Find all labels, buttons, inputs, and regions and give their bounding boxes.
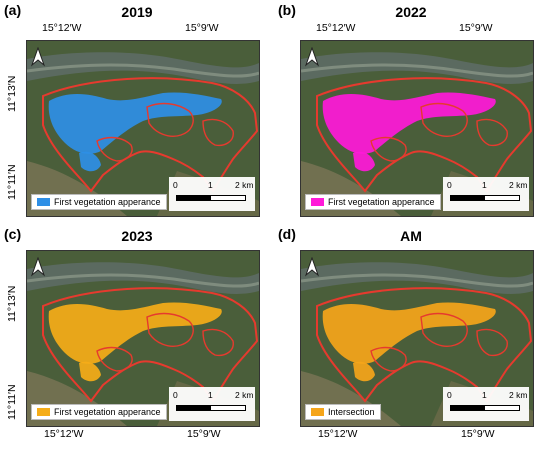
study-subarea-boundary: [96, 136, 133, 162]
longitude-label-right: 15°9′W: [185, 22, 219, 34]
study-subarea-boundary: [370, 136, 407, 162]
vegetation-area: [322, 92, 496, 154]
study-subarea-boundary: [420, 312, 468, 347]
legend-label: First vegetation apperance: [328, 197, 435, 207]
scale-tick-label: 2 km: [509, 390, 528, 400]
scale-bar-graphic: [176, 405, 246, 411]
legend-label: First vegetation apperance: [54, 407, 161, 417]
panel-label: (c): [4, 226, 22, 242]
scale-tick-label: 1: [482, 390, 487, 400]
river-channel: [27, 63, 259, 78]
river: [301, 52, 533, 84]
vegetation-area: [48, 92, 222, 154]
study-subarea-boundary: [146, 312, 194, 347]
scale-tick-label: 1: [482, 180, 487, 190]
longitude-label-right: 15°9′W: [187, 428, 221, 440]
scale-tick-label: 0: [173, 390, 178, 400]
scale-bar: 0 1 2 km: [169, 177, 255, 211]
map-legend: First vegetation apperance: [305, 194, 441, 210]
longitude-label-left: 15°12′W: [316, 22, 356, 34]
vegetation-area: [79, 151, 101, 172]
vegetation-area: [353, 151, 375, 172]
latitude-label-top: 11°13′N: [6, 285, 18, 322]
latitude-label-top: 11°13′N: [6, 75, 18, 112]
scale-bar-graphic: [176, 195, 246, 201]
latitude-label-bottom: 11°11′N: [6, 384, 18, 420]
scale-tick-label: 0: [447, 390, 452, 400]
river: [27, 52, 259, 84]
longitude-label-left: 15°12′W: [318, 428, 358, 440]
panel-title: 2019: [121, 4, 153, 20]
scale-tick-label: 0: [447, 180, 452, 190]
satellite-map: First vegetation apperance 0 1 2 km: [26, 40, 260, 217]
vegetation-area: [353, 361, 375, 382]
study-subarea-boundary: [146, 102, 194, 137]
legend-swatch: [311, 198, 324, 206]
panel-d: (d) AM Intersection 0 1 2 km 15°12′W 15°9′W: [276, 224, 546, 442]
scale-bar-graphic: [450, 195, 520, 201]
study-subarea-boundary: [476, 328, 508, 357]
scale-bar-graphic: [450, 405, 520, 411]
longitude-label-right: 15°9′W: [459, 22, 493, 34]
latitude-label-bottom: 11°11′N: [6, 164, 18, 200]
satellite-map: First vegetation apperance 0 1 2 km: [26, 250, 260, 427]
legend-label: First vegetation apperance: [54, 197, 161, 207]
river: [27, 262, 259, 294]
longitude-label-right: 15°9′W: [461, 428, 495, 440]
panel-title: AM: [400, 228, 422, 244]
river-channel: [27, 273, 259, 288]
scale-tick-label: 2 km: [509, 180, 528, 190]
vegetation-area: [322, 302, 496, 364]
study-subarea-boundary: [476, 118, 508, 147]
panel-label: (a): [4, 2, 22, 18]
panel-c: (c) 2023 11°13′N 11°11′N First vegetatio…: [2, 224, 272, 442]
scale-bar: 0 1 2 km: [443, 387, 529, 421]
study-subarea-boundary: [202, 328, 234, 357]
study-subarea-boundary: [420, 102, 468, 137]
legend-swatch: [37, 408, 50, 416]
study-subarea-boundary: [96, 346, 133, 372]
scale-tick-label: 2 km: [235, 180, 254, 190]
river-channel: [301, 273, 533, 288]
satellite-map: First vegetation apperance 0 1 2 km: [300, 40, 534, 217]
river: [301, 262, 533, 294]
panel-label: (b): [278, 2, 296, 18]
map-legend: First vegetation apperance: [31, 194, 167, 210]
legend-label: Intersection: [328, 407, 375, 417]
scale-bar: 0 1 2 km: [443, 177, 529, 211]
panel-title: 2023: [121, 228, 153, 244]
panel-a: (a) 2019 15°12′W 15°9′W 11°13′N 11°11′N …: [2, 0, 272, 218]
scale-tick-label: 0: [173, 180, 178, 190]
vegetation-area: [79, 361, 101, 382]
panel-b: (b) 2022 15°12′W 15°9′W First vegetation…: [276, 0, 546, 218]
longitude-label-left: 15°12′W: [42, 22, 82, 34]
scale-tick-label: 2 km: [235, 390, 254, 400]
river-channel: [301, 63, 533, 78]
study-subarea-boundary: [370, 346, 407, 372]
panel-title: 2022: [395, 4, 427, 20]
study-subarea-boundary: [202, 118, 234, 147]
longitude-label-left: 15°12′W: [44, 428, 84, 440]
satellite-map: Intersection 0 1 2 km: [300, 250, 534, 427]
legend-swatch: [37, 198, 50, 206]
panel-label: (d): [278, 226, 296, 242]
map-legend: Intersection: [305, 404, 381, 420]
scale-bar: 0 1 2 km: [169, 387, 255, 421]
scale-tick-label: 1: [208, 390, 213, 400]
map-legend: First vegetation apperance: [31, 404, 167, 420]
vegetation-area: [48, 302, 222, 364]
legend-swatch: [311, 408, 324, 416]
scale-tick-label: 1: [208, 180, 213, 190]
